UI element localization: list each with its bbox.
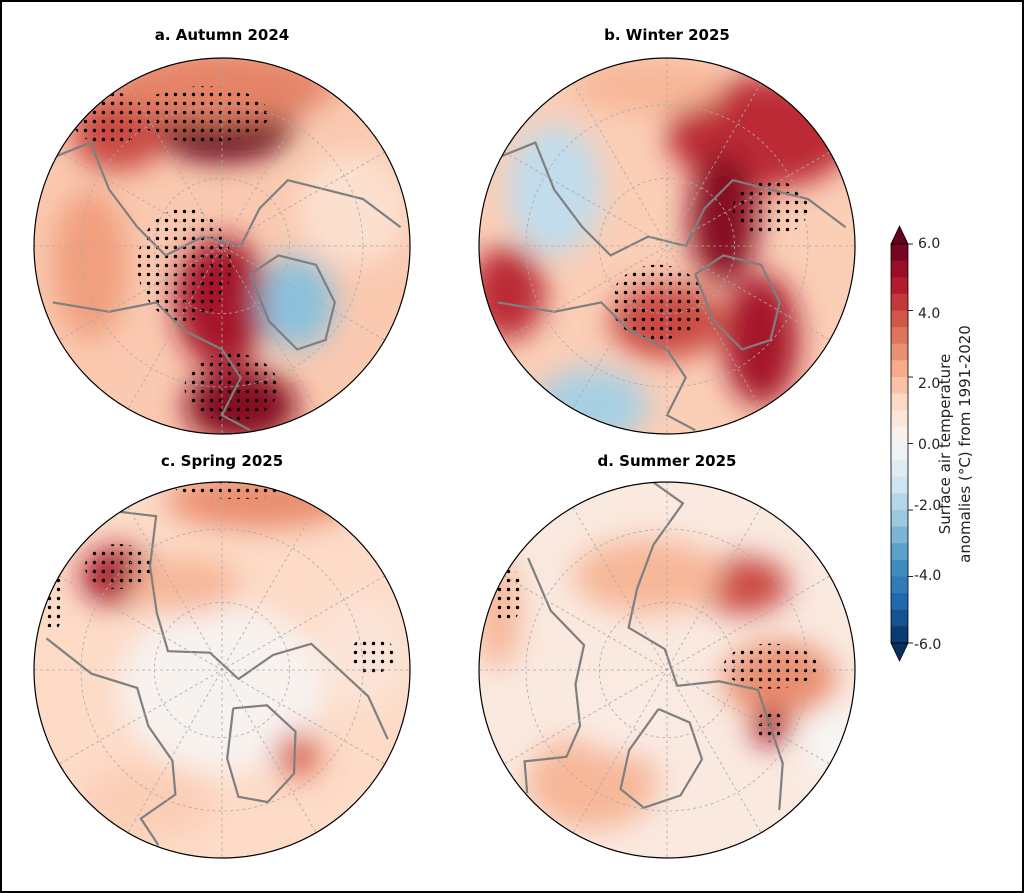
colorbar-bin bbox=[891, 609, 908, 627]
colorbar-label: Surface air temperature anomalies (°C) f… bbox=[935, 234, 975, 654]
map-panel-d bbox=[479, 482, 855, 858]
colorbar-bin bbox=[891, 343, 908, 361]
colorbar-bin bbox=[891, 360, 908, 378]
coastline bbox=[249, 254, 336, 351]
coastlines bbox=[45, 509, 389, 846]
colorbar-bin bbox=[891, 460, 908, 478]
significance-stippling bbox=[610, 264, 705, 340]
colorbar-bin bbox=[891, 576, 908, 594]
colorbar-bin bbox=[891, 293, 908, 311]
coastline bbox=[627, 482, 784, 811]
coastline bbox=[619, 707, 704, 810]
colorbar-bin bbox=[891, 426, 908, 444]
map-panel-a bbox=[34, 58, 410, 434]
graticule bbox=[479, 58, 855, 434]
anomaly-region bbox=[526, 735, 658, 830]
colorbar-extend-max bbox=[890, 225, 909, 245]
colorbar-tick: 0.0 bbox=[918, 437, 941, 453]
colorbar-bin bbox=[891, 277, 908, 295]
colorbar-bin bbox=[891, 443, 908, 461]
colorbar-bin bbox=[891, 260, 908, 278]
coastline bbox=[45, 637, 177, 846]
colorbar-label-line1: Surface air temperature bbox=[936, 353, 954, 535]
colorbar-bin bbox=[891, 377, 908, 395]
colorbar-tick: -6.0 bbox=[914, 637, 942, 653]
colorbar-bin bbox=[891, 543, 908, 561]
coastline bbox=[52, 301, 251, 432]
coastlines bbox=[42, 141, 402, 432]
colorbar-bin bbox=[891, 510, 908, 528]
coastline bbox=[105, 509, 389, 740]
anomaly-region bbox=[573, 58, 724, 115]
map-boundary bbox=[478, 57, 856, 435]
anomaly-region bbox=[689, 152, 758, 284]
coastlines bbox=[523, 482, 784, 811]
colorbar-bin bbox=[891, 626, 908, 644]
coastline bbox=[694, 254, 781, 351]
anomaly-region bbox=[52, 189, 128, 340]
panel-title-c: c. Spring 2025 bbox=[160, 452, 284, 470]
significance-stippling bbox=[84, 544, 153, 590]
graticule bbox=[479, 482, 855, 858]
colorbar-tick: 6.0 bbox=[918, 236, 941, 252]
significance-stippling bbox=[137, 208, 232, 322]
colorbar-extend-min bbox=[890, 642, 909, 662]
significance-stippling bbox=[137, 86, 269, 143]
colorbar-bin bbox=[891, 526, 908, 544]
anomaly-region bbox=[297, 152, 410, 265]
anomaly-region bbox=[573, 538, 724, 614]
colorbar-bin bbox=[891, 410, 908, 428]
significance-stippling bbox=[723, 643, 818, 689]
anomaly-region bbox=[723, 274, 799, 406]
map-boundary bbox=[33, 481, 411, 859]
anomaly-region bbox=[127, 557, 241, 614]
graticule bbox=[34, 58, 410, 434]
coastline bbox=[226, 704, 297, 804]
coastline bbox=[487, 141, 847, 257]
map-boundary bbox=[478, 481, 856, 859]
colorbar-bin bbox=[891, 493, 908, 511]
colorbar-tick: -2.0 bbox=[914, 498, 942, 514]
map-boundary bbox=[33, 57, 411, 435]
colorbar-tick: 2.0 bbox=[918, 376, 941, 392]
coastline bbox=[497, 301, 696, 432]
anomaly-region bbox=[81, 764, 213, 840]
panel-title-d: d. Summer 2025 bbox=[597, 452, 737, 470]
panel-title-a: a. Autumn 2024 bbox=[154, 26, 290, 44]
anomaly-region bbox=[274, 732, 320, 778]
coastline bbox=[523, 557, 586, 794]
panel-title-b: b. Winter 2025 bbox=[604, 26, 730, 44]
colorbar-bin bbox=[891, 327, 908, 345]
colorbar-bin bbox=[891, 476, 908, 494]
coastlines bbox=[487, 141, 847, 432]
significance-stippling bbox=[349, 636, 395, 674]
coastline bbox=[42, 141, 402, 257]
colorbar-bin bbox=[891, 310, 908, 328]
colorbar-label-line2: anomalies (°C) from 1991-2020 bbox=[956, 325, 974, 563]
colorbar-bin bbox=[891, 393, 908, 411]
colorbar-bin bbox=[891, 244, 908, 262]
colorbar-tick: -4.0 bbox=[914, 568, 942, 584]
colorbar-bin bbox=[891, 593, 908, 611]
colorbar-tick: 4.0 bbox=[918, 306, 941, 322]
graticule bbox=[34, 482, 410, 858]
colorbar-bin bbox=[891, 559, 908, 577]
anomaly-region bbox=[573, 679, 686, 755]
